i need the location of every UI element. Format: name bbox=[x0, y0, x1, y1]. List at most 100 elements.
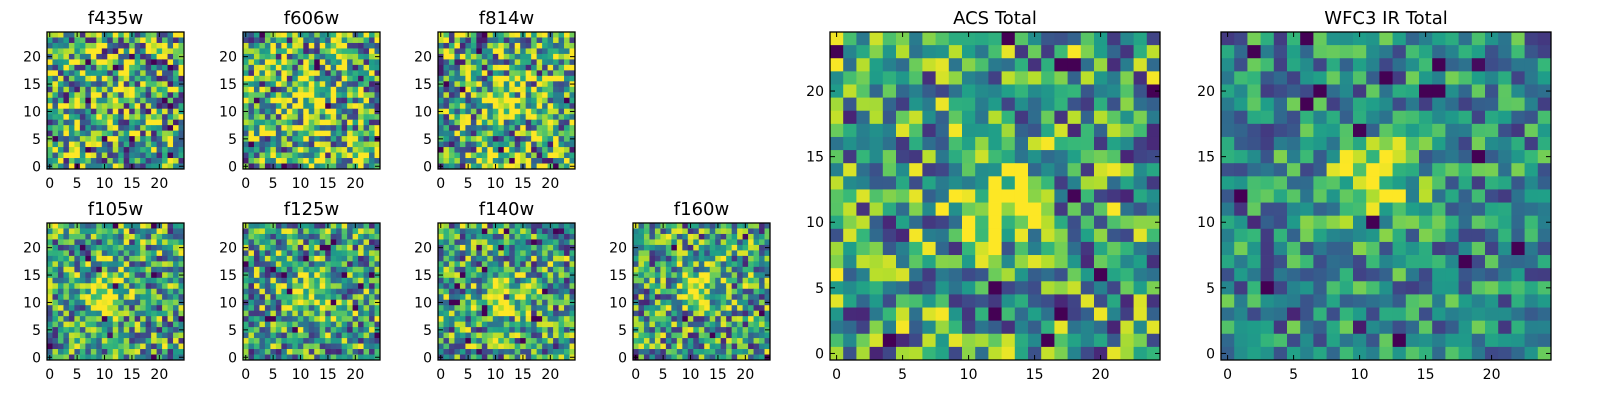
heatmap-cell bbox=[682, 343, 689, 350]
heatmap-cell bbox=[514, 299, 521, 306]
heatmap-cell bbox=[96, 64, 103, 71]
heatmap-cell bbox=[151, 42, 157, 49]
heatmap-cell bbox=[101, 343, 108, 350]
heatmap-cell bbox=[553, 32, 559, 38]
heatmap-cell bbox=[286, 299, 293, 306]
heatmap-cell bbox=[140, 70, 147, 77]
heatmap-cell bbox=[1014, 71, 1029, 85]
heatmap-cell bbox=[363, 223, 370, 229]
heatmap-cell bbox=[281, 64, 288, 71]
heatmap-cell bbox=[101, 75, 108, 82]
heatmap-cell bbox=[101, 86, 108, 93]
heatmap-cell bbox=[336, 125, 343, 132]
heatmap-cell bbox=[297, 299, 304, 306]
heatmap-cell bbox=[74, 310, 81, 317]
heatmap-cell bbox=[564, 81, 570, 88]
heatmap-cell bbox=[1080, 189, 1095, 203]
heatmap-cell bbox=[687, 266, 694, 273]
heatmap-cell bbox=[459, 32, 466, 38]
heatmap-cell bbox=[509, 321, 516, 328]
heatmap-cell bbox=[336, 81, 343, 88]
heatmap-cell bbox=[514, 158, 521, 164]
heatmap-cell bbox=[286, 294, 293, 301]
heatmap-cell bbox=[275, 228, 282, 235]
heatmap-cell bbox=[569, 223, 576, 229]
heatmap-cell bbox=[303, 305, 310, 312]
heatmap-cell bbox=[85, 97, 92, 104]
heatmap-cell bbox=[682, 244, 689, 251]
heatmap-cell bbox=[633, 233, 639, 240]
heatmap-cell bbox=[314, 310, 321, 317]
heatmap-cell bbox=[1014, 202, 1029, 217]
heatmap-cell bbox=[101, 283, 108, 290]
heatmap-cell bbox=[922, 123, 936, 138]
heatmap-cell bbox=[156, 266, 163, 273]
heatmap-cell bbox=[68, 103, 75, 110]
heatmap-cell bbox=[358, 81, 364, 88]
heatmap-cell bbox=[737, 250, 743, 257]
heatmap-cell bbox=[759, 255, 765, 262]
heatmap-cell bbox=[542, 266, 548, 273]
heatmap-cell bbox=[145, 338, 152, 344]
heatmap-cell bbox=[68, 321, 75, 328]
heatmap-cell bbox=[118, 354, 125, 361]
heatmap-cell bbox=[558, 81, 565, 88]
heatmap-cell bbox=[248, 92, 255, 99]
heatmap-cell bbox=[503, 114, 510, 121]
heatmap-cell bbox=[286, 130, 293, 137]
heatmap-cell bbox=[525, 130, 532, 137]
heatmap-cell bbox=[633, 250, 639, 257]
heatmap-cell bbox=[542, 70, 548, 77]
heatmap-cell bbox=[1067, 84, 1082, 98]
heatmap-cell bbox=[173, 81, 179, 88]
heatmap-cell bbox=[134, 255, 141, 262]
heatmap-cell bbox=[57, 272, 64, 279]
heatmap-cell bbox=[454, 108, 461, 115]
heatmap-cell bbox=[336, 92, 343, 99]
x-tick-label: 0 bbox=[45, 176, 54, 192]
heatmap-cell bbox=[341, 277, 348, 284]
heatmap-cell bbox=[487, 125, 494, 132]
heatmap-cell bbox=[314, 152, 321, 159]
heatmap-cell bbox=[643, 299, 650, 306]
heatmap-cell bbox=[101, 272, 108, 279]
heatmap-cell bbox=[520, 92, 527, 99]
heatmap-cell bbox=[162, 152, 168, 159]
heatmap-cell bbox=[558, 332, 565, 339]
heatmap-cell bbox=[731, 239, 738, 246]
heatmap-cell bbox=[264, 250, 271, 257]
heatmap-cell bbox=[352, 92, 359, 99]
heatmap-cell bbox=[336, 158, 343, 164]
heatmap-cell bbox=[264, 310, 271, 317]
heatmap-cell bbox=[531, 327, 538, 333]
heatmap-cell bbox=[57, 48, 64, 55]
heatmap-cell bbox=[438, 228, 444, 235]
heatmap-cell bbox=[330, 316, 337, 323]
heatmap-cell bbox=[547, 294, 554, 301]
heatmap-cell bbox=[481, 81, 488, 88]
heatmap-cell bbox=[118, 59, 125, 66]
heatmap-cell bbox=[264, 37, 271, 44]
heatmap-cell bbox=[553, 147, 559, 153]
heatmap-cell bbox=[509, 92, 516, 99]
heatmap-cell bbox=[292, 233, 299, 240]
heatmap-cell bbox=[476, 228, 483, 235]
heatmap-cell bbox=[509, 305, 516, 312]
heatmap-cell bbox=[297, 158, 304, 164]
heatmap-cell bbox=[731, 283, 738, 290]
heatmap-cell bbox=[1054, 45, 1068, 59]
heatmap-cell bbox=[112, 294, 119, 301]
heatmap-cell bbox=[988, 32, 1002, 46]
heatmap-cell bbox=[869, 123, 884, 138]
heatmap-cell bbox=[438, 283, 444, 290]
heatmap-cell bbox=[498, 97, 505, 104]
heatmap-cell bbox=[369, 228, 375, 235]
heatmap-cell bbox=[935, 150, 950, 164]
heatmap-cell bbox=[264, 48, 271, 55]
heatmap-cell bbox=[737, 277, 743, 284]
heatmap-cell bbox=[514, 125, 521, 132]
heatmap-cell bbox=[698, 327, 705, 333]
heatmap-cell bbox=[107, 81, 114, 88]
heatmap-cell bbox=[352, 305, 359, 312]
heatmap-cell bbox=[308, 64, 315, 71]
